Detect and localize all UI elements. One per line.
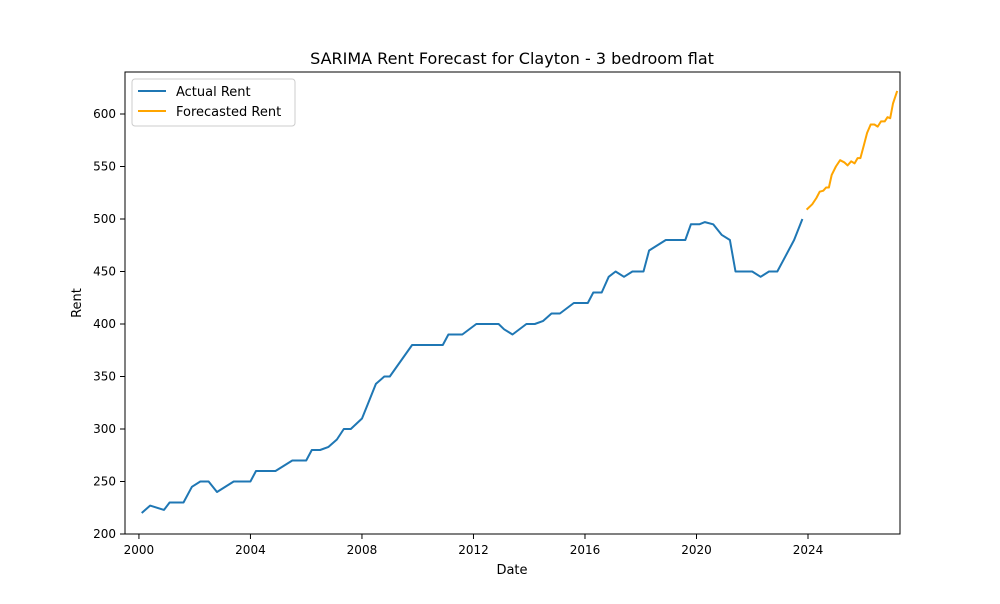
chart-title: SARIMA Rent Forecast for Clayton - 3 bed… bbox=[310, 49, 714, 68]
y-tick-label-600: 600 bbox=[93, 107, 116, 121]
y-tick-label-200: 200 bbox=[93, 527, 116, 541]
y-tick-label-500: 500 bbox=[93, 212, 116, 226]
x-tick-label-2000: 2000 bbox=[124, 543, 155, 557]
y-tick-label-450: 450 bbox=[93, 265, 116, 279]
y-tick-label-300: 300 bbox=[93, 422, 116, 436]
x-tick-label-2024: 2024 bbox=[793, 543, 824, 557]
x-tick-label-2004: 2004 bbox=[235, 543, 266, 557]
series-line-actual-rent bbox=[141, 218, 804, 514]
y-tick-label-550: 550 bbox=[93, 160, 116, 174]
legend-label-forecasted-rent: Forecasted Rent bbox=[176, 105, 281, 120]
x-tick-label-2012: 2012 bbox=[458, 543, 489, 557]
series-line-forecasted-rent bbox=[805, 90, 899, 211]
x-tick-label-2020: 2020 bbox=[681, 543, 712, 557]
plot-frame bbox=[124, 71, 901, 535]
y-tick-label-350: 350 bbox=[93, 370, 116, 384]
legend: Actual Rent Forecasted Rent bbox=[131, 78, 296, 127]
y-axis-label: Rent bbox=[70, 288, 85, 318]
legend-frame bbox=[131, 78, 296, 127]
x-tick-label-2008: 2008 bbox=[347, 543, 378, 557]
x-axis-label: Date bbox=[496, 563, 527, 578]
x-tick-label-2016: 2016 bbox=[570, 543, 601, 557]
y-tick-label-400: 400 bbox=[93, 317, 116, 331]
x-axis: 2000 2004 2008 2012 2016 2020 2024 bbox=[124, 534, 824, 557]
y-axis: 200 250 300 350 400 450 500 550 600 bbox=[93, 107, 125, 541]
legend-label-actual-rent: Actual Rent bbox=[176, 85, 251, 100]
y-tick-label-250: 250 bbox=[93, 475, 116, 489]
plot-area: 2000 2004 2008 2012 2016 2020 2024 200 250 300 35… bbox=[93, 71, 901, 557]
